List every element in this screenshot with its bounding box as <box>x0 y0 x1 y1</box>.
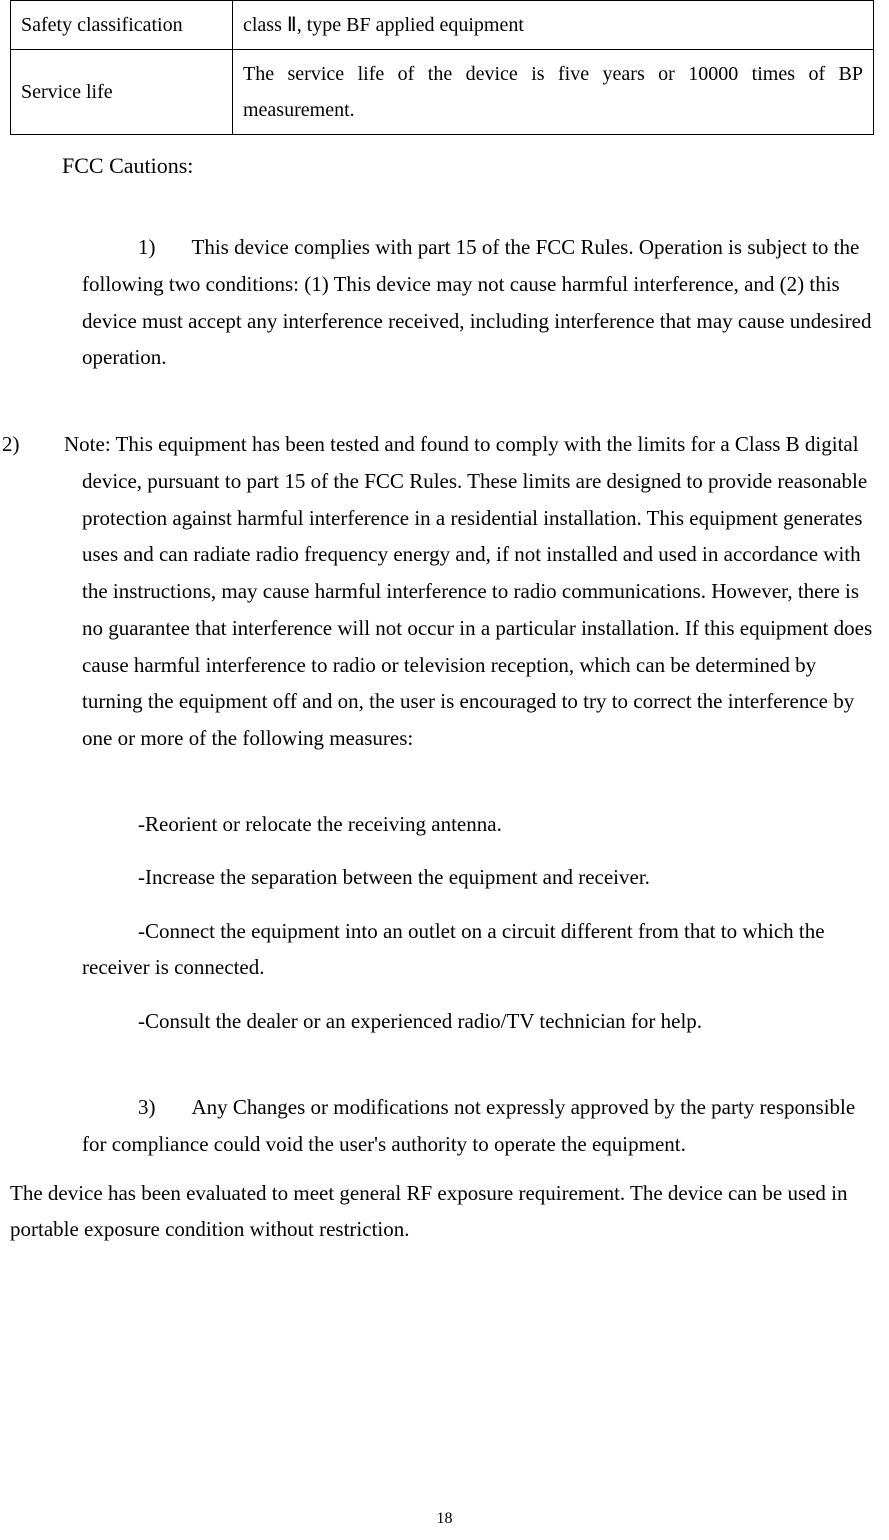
cell-label: Service life <box>11 50 233 135</box>
sub-item: -Reorient or relocate the receiving ante… <box>82 807 874 843</box>
list-item-1: 1)This device complies with part 15 of t… <box>82 229 874 376</box>
sub-item: -Consult the dealer or an experienced ra… <box>82 1004 874 1040</box>
sub-item: -Increase the separation between the equ… <box>82 860 874 896</box>
sub-item: -Connect the equipment into an outlet on… <box>82 914 874 985</box>
document-page: Safety classification class Ⅱ, type BF a… <box>0 0 889 1540</box>
item-text: Note: This equipment has been tested and… <box>64 432 872 750</box>
cell-value: class Ⅱ, type BF applied equipment <box>233 1 874 50</box>
table-row: Service life The service life of the dev… <box>11 50 874 135</box>
sub-item-text: -Connect the equipment into an outlet on… <box>82 919 825 979</box>
list-item-2: 2)Note: This equipment has been tested a… <box>50 426 874 757</box>
spec-table: Safety classification class Ⅱ, type BF a… <box>10 0 874 135</box>
list-item-3: 3)Any Changes or modifications not expre… <box>82 1089 874 1163</box>
cell-value: The service life of the device is five y… <box>233 50 874 135</box>
item-number: 1) <box>138 229 156 266</box>
page-number: 18 <box>0 1510 889 1528</box>
section-heading: FCC Cautions: <box>62 153 874 179</box>
item-text: This device complies with part 15 of the… <box>82 235 871 369</box>
cell-label: Safety classification <box>11 1 233 50</box>
table-row: Safety classification class Ⅱ, type BF a… <box>11 1 874 50</box>
item-text: Any Changes or modifications not express… <box>82 1095 855 1156</box>
closing-text: The device has been evaluated to meet ge… <box>10 1175 870 1249</box>
item-number: 3) <box>138 1089 156 1126</box>
